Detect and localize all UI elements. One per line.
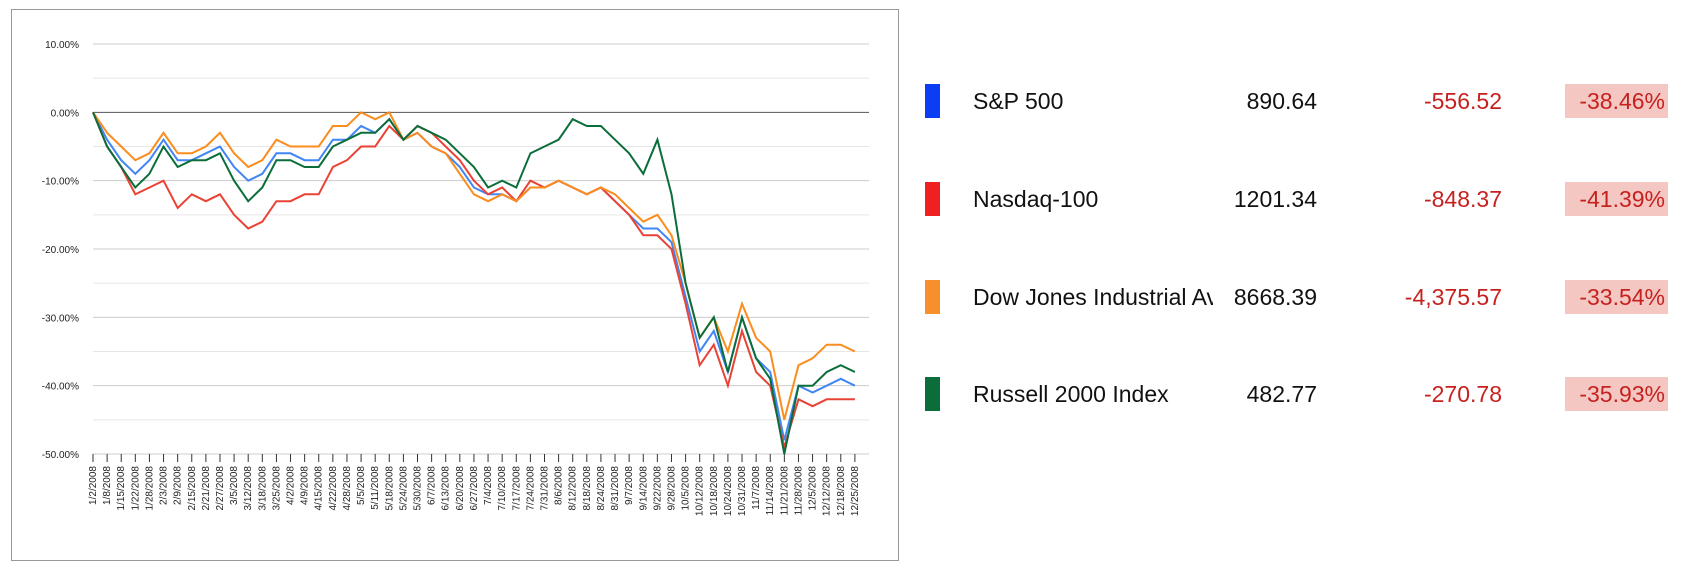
x-tick-label: 12/12/2008 xyxy=(822,466,833,516)
x-tick-label: 3/12/2008 xyxy=(243,466,254,511)
x-tick-label: 7/17/2008 xyxy=(511,466,522,511)
x-tick-label: 1/15/2008 xyxy=(116,466,127,511)
percent-change: -41.39% xyxy=(1565,182,1668,216)
color-swatch xyxy=(925,84,940,118)
series-line xyxy=(92,111,855,452)
percent-change: -33.54% xyxy=(1565,280,1668,314)
table-row: Dow Jones Industrial Average 8668.39 -4,37… xyxy=(925,280,1670,314)
y-tick-label: -10.00% xyxy=(42,177,79,188)
x-tick-label: 7/10/2008 xyxy=(497,466,508,511)
series-line xyxy=(92,111,856,441)
change: -270.78 xyxy=(1423,381,1502,407)
x-tick-label: 2/15/2008 xyxy=(187,466,198,511)
x-tick-label: 9/22/2008 xyxy=(652,466,663,511)
x-tick-label: 8/6/2008 xyxy=(554,466,565,505)
change: -848.37 xyxy=(1423,186,1502,212)
price: 890.64 xyxy=(1246,88,1317,114)
x-tick-label: 7/24/2008 xyxy=(525,466,536,511)
x-tick-label: 5/18/2008 xyxy=(384,466,395,511)
x-tick-label: 12/5/2008 xyxy=(808,466,819,511)
x-tick-label: 6/27/2008 xyxy=(469,466,480,511)
x-tick-label: 11/7/2008 xyxy=(751,466,762,510)
x-tick-label: 9/7/2008 xyxy=(624,466,635,505)
change: -4,375.57 xyxy=(1404,284,1502,310)
x-tick-label: 6/13/2008 xyxy=(441,466,452,511)
x-tick-label: 3/5/2008 xyxy=(229,466,240,505)
x-tick-label: 6/7/2008 xyxy=(427,466,438,505)
x-tick-label: 11/28/2008 xyxy=(793,466,804,516)
table-row: Russell 2000 Index 482.77 -270.78 -35.93% xyxy=(925,377,1670,411)
table-row: Nasdaq-100 1201.34 -848.37 -41.39% xyxy=(925,182,1670,216)
x-tick-label: 3/18/2008 xyxy=(257,466,268,511)
x-tick-label: 10/31/2008 xyxy=(737,466,748,516)
y-tick-label: -40.00% xyxy=(42,382,79,393)
x-tick-label: 2/9/2008 xyxy=(173,466,184,505)
x-tick-label: 2/3/2008 xyxy=(159,466,170,505)
x-tick-label: 11/21/2008 xyxy=(779,466,790,516)
series-line xyxy=(92,111,856,455)
y-tick-label: -20.00% xyxy=(42,245,79,256)
x-tick-label: 1/2/2008 xyxy=(88,466,99,505)
x-tick-label: 1/22/2008 xyxy=(130,466,141,511)
x-tick-label: 2/27/2008 xyxy=(215,466,226,511)
x-tick-label: 2/21/2008 xyxy=(201,466,212,511)
table-row: S&P 500 890.64 -556.52 -38.46% xyxy=(925,84,1670,118)
x-tick-label: 10/24/2008 xyxy=(723,466,734,516)
y-tick-label: -30.00% xyxy=(42,313,79,324)
x-tick-label: 5/30/2008 xyxy=(413,466,424,511)
color-swatch xyxy=(925,377,940,411)
x-tick-label: 9/28/2008 xyxy=(666,466,677,511)
series-line xyxy=(92,110,856,421)
price: 1201.34 xyxy=(1233,186,1317,212)
x-tick-label: 4/15/2008 xyxy=(314,466,325,511)
x-tick-label: 4/9/2008 xyxy=(300,466,311,505)
change: -556.52 xyxy=(1423,88,1502,114)
y-tick-label: -50.00% xyxy=(42,450,79,461)
x-tick-label: 8/12/2008 xyxy=(568,466,579,511)
x-tick-label: 8/18/2008 xyxy=(582,466,593,511)
x-tick-label: 1/28/2008 xyxy=(144,466,155,511)
x-tick-label: 7/31/2008 xyxy=(539,466,550,511)
index-name: Nasdaq-100 xyxy=(973,186,1099,212)
y-tick-label: 10.00% xyxy=(45,40,79,51)
x-tick-label: 6/20/2008 xyxy=(455,466,466,511)
x-tick-label: 4/28/2008 xyxy=(342,466,353,511)
y-tick-label: 0.00% xyxy=(51,108,79,119)
x-tick-label: 7/4/2008 xyxy=(483,466,494,505)
price: 482.77 xyxy=(1246,381,1317,407)
x-tick-label: 8/24/2008 xyxy=(596,466,607,511)
percent-change: -38.46% xyxy=(1565,84,1668,118)
x-tick-label: 10/5/2008 xyxy=(681,466,692,511)
chart: 10.00% 0.00% -10.00% -20.00% -30.00% -40.00% -… xyxy=(11,9,899,561)
price: 8668.39 xyxy=(1233,284,1317,310)
index-name: S&P 500 xyxy=(973,88,1064,114)
x-tick-label: 5/11/2008 xyxy=(370,466,381,510)
x-tick-label: 5/24/2008 xyxy=(398,466,409,511)
x-tick-label: 11/14/2008 xyxy=(765,466,776,516)
x-tick-label: 8/31/2008 xyxy=(610,466,621,511)
x-tick-label: 4/22/2008 xyxy=(328,466,339,511)
x-tick-label: 10/18/2008 xyxy=(709,466,720,516)
x-tick-label: 5/5/2008 xyxy=(356,466,367,505)
x-tick-label: 1/8/2008 xyxy=(102,466,113,505)
x-tick-label: 12/18/2008 xyxy=(836,466,847,516)
x-tick-label: 10/12/2008 xyxy=(695,466,706,516)
x-tick-label: 4/2/2008 xyxy=(286,466,297,505)
x-tick-label: 12/25/2008 xyxy=(850,466,861,516)
x-tick-label: 3/25/2008 xyxy=(271,466,282,511)
x-tick-label: 9/14/2008 xyxy=(638,466,649,511)
percent-change: -35.93% xyxy=(1565,377,1668,411)
color-swatch xyxy=(925,280,940,314)
index-name: Dow Jones Industrial Average xyxy=(973,284,1213,310)
index-name: Russell 2000 Index xyxy=(973,381,1169,407)
color-swatch xyxy=(925,182,940,216)
